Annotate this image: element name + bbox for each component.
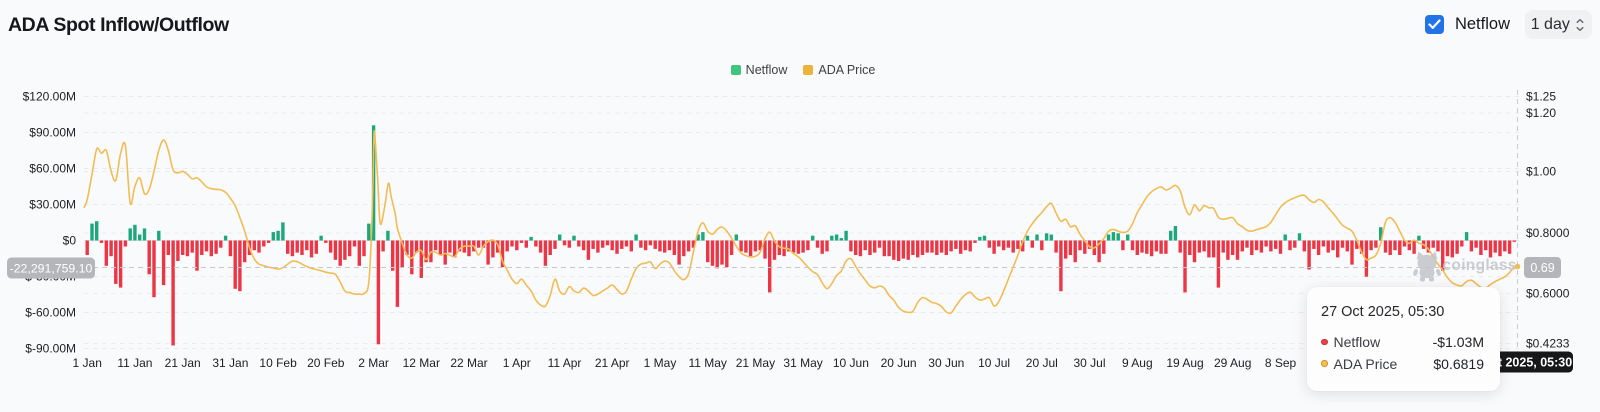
svg-text:-22,291,759.10: -22,291,759.10 (10, 261, 93, 275)
svg-text:20 Jun: 20 Jun (881, 356, 917, 370)
svg-text:10 Feb: 10 Feb (259, 356, 297, 370)
svg-text:21 May: 21 May (736, 356, 775, 370)
svg-text:8 Sep: 8 Sep (1265, 356, 1297, 370)
svg-text:1 Jan: 1 Jan (73, 356, 102, 370)
svg-text:$60.00M: $60.00M (29, 162, 76, 176)
svg-text:10 Jul: 10 Jul (978, 356, 1010, 370)
svg-text:$0.4233: $0.4233 (1526, 337, 1570, 351)
svg-text:$1.20: $1.20 (1526, 106, 1556, 120)
svg-text:20 Feb: 20 Feb (307, 356, 345, 370)
svg-text:$30.00M: $30.00M (29, 198, 76, 212)
svg-text:$0: $0 (63, 234, 77, 248)
svg-text:$-90.00M: $-90.00M (25, 342, 76, 356)
svg-text:10 Jun: 10 Jun (833, 356, 869, 370)
svg-text:$120.00M: $120.00M (23, 90, 76, 104)
svg-text:$0.6000: $0.6000 (1526, 287, 1570, 301)
svg-text:$90.00M: $90.00M (29, 126, 76, 140)
svg-text:19 Aug: 19 Aug (1166, 356, 1203, 370)
svg-text:31 Jan: 31 Jan (212, 356, 248, 370)
svg-text:22 Mar: 22 Mar (450, 356, 487, 370)
svg-text:12 Mar: 12 Mar (403, 356, 440, 370)
svg-text:9 Aug: 9 Aug (1122, 356, 1153, 370)
svg-text:21 Jan: 21 Jan (165, 356, 201, 370)
svg-text:0.69: 0.69 (1530, 261, 1554, 275)
svg-text:coinglass: coinglass (1443, 257, 1517, 274)
svg-text:11 Jan: 11 Jan (117, 356, 152, 370)
svg-text:29 Aug: 29 Aug (1214, 356, 1251, 370)
svg-text:$1.00: $1.00 (1526, 165, 1556, 179)
svg-text:30 Jun: 30 Jun (928, 356, 964, 370)
svg-text:$1.25: $1.25 (1526, 90, 1556, 104)
svg-text:$-60.00M: $-60.00M (25, 306, 76, 320)
svg-text:1 May: 1 May (644, 356, 677, 370)
svg-text:11 May: 11 May (688, 356, 726, 370)
svg-text:31 May: 31 May (783, 356, 822, 370)
svg-text:21 Apr: 21 Apr (595, 356, 630, 370)
svg-text:30 Jul: 30 Jul (1073, 356, 1105, 370)
svg-text:11 Apr: 11 Apr (548, 356, 582, 370)
svg-text:1 Apr: 1 Apr (503, 356, 531, 370)
svg-text:20 Jul: 20 Jul (1026, 356, 1058, 370)
svg-text:2 Mar: 2 Mar (358, 356, 389, 370)
svg-text:$0.8000: $0.8000 (1526, 226, 1570, 240)
